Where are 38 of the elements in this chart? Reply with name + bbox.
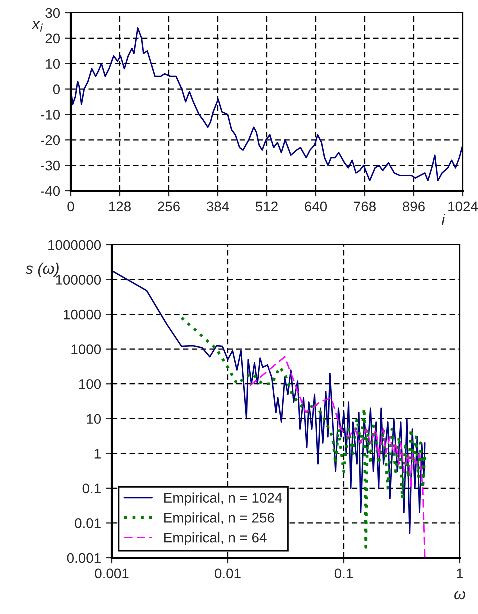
x-axis-title: ω [454,591,466,600]
y-tick-label: 1 [94,449,101,459]
x-tick-label: 0.01 [215,568,241,579]
y-tick-label: -40 [41,186,60,196]
y-tick-label: -20 [41,135,60,146]
legend-label: Empirical, n = 1024 [164,492,282,506]
x-tick-label: 768 [354,202,376,212]
y-tick-label: 20 [46,34,60,44]
y-tick-label: 10000 [64,310,102,320]
x-tick-label: 256 [158,202,180,212]
x-tick-label: 384 [206,202,230,212]
x-tick-label: 896 [403,202,425,212]
y-axis-title: s (ω) [26,262,59,278]
x-tick-label: 640 [305,202,328,212]
x-tick-label: 0.1 [334,568,353,579]
x-tick-label: 1024 [448,202,478,212]
y-tick-label: 30 [46,8,60,18]
y-tick-label: -30 [41,160,60,171]
y-tick-label: 0.01 [75,518,101,528]
line-series [71,28,463,182]
y-tick-label: 100000 [56,275,102,285]
y-tick-label: 0.1 [82,484,101,494]
y-tick-label: 0 [53,84,60,94]
x-tick-label: 0.001 [95,568,129,579]
x-tick-label: 128 [109,202,131,212]
y-tick-label: 0.001 [67,553,101,564]
x-tick-label: 512 [256,202,278,212]
y-axis-title: x$_{i}$ [32,21,43,32]
x-axis-title: i [442,214,446,226]
y-tick-label: -10 [41,110,60,120]
x-tick-label: 1 [457,568,464,578]
legend-label: Empirical, n = 64 [164,532,267,546]
y-tick-label: 10 [87,414,102,424]
legend-label: Empirical, n = 256 [164,512,274,526]
y-tick-label: 100 [79,379,102,390]
y-tick-label: 10 [46,59,60,70]
y-tick-label: 1000 [72,344,102,355]
y-tick-label: 1000000 [48,240,102,250]
